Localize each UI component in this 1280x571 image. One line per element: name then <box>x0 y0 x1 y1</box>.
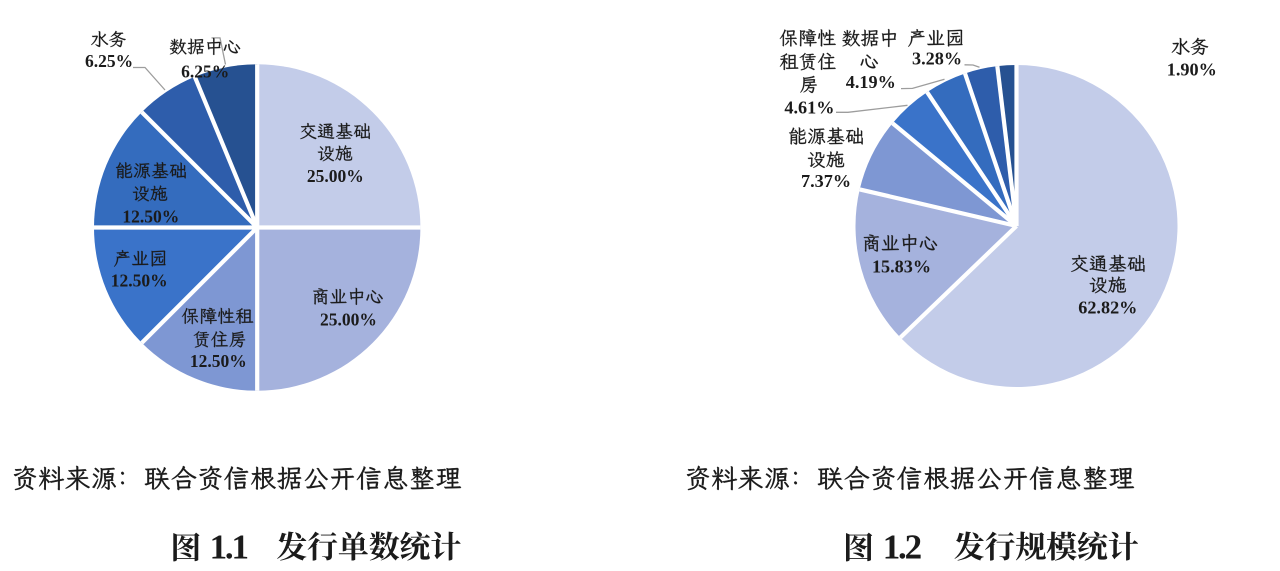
svg-text:1.90%: 1.90% <box>1167 60 1217 80</box>
svg-text:25.00%: 25.00% <box>320 309 377 329</box>
svg-text:4.19%: 4.19% <box>846 72 896 92</box>
svg-text:12.50%: 12.50% <box>111 270 168 290</box>
svg-text:7.37%: 7.37% <box>801 171 851 191</box>
svg-text:12.50%: 12.50% <box>122 206 179 226</box>
svg-text:15.83%: 15.83% <box>872 257 931 277</box>
svg-text:4.61%: 4.61% <box>784 98 834 118</box>
svg-text:1.1: 1.1 <box>210 528 248 567</box>
svg-text:12.50%: 12.50% <box>190 351 247 371</box>
svg-text:25.00%: 25.00% <box>307 166 364 186</box>
svg-text:6.25%: 6.25% <box>181 61 229 81</box>
svg-text:3.28%: 3.28% <box>912 49 962 69</box>
svg-text:6.25%: 6.25% <box>85 51 133 71</box>
svg-text:1.2: 1.2 <box>883 528 921 567</box>
svg-text:62.82%: 62.82% <box>1078 297 1137 317</box>
